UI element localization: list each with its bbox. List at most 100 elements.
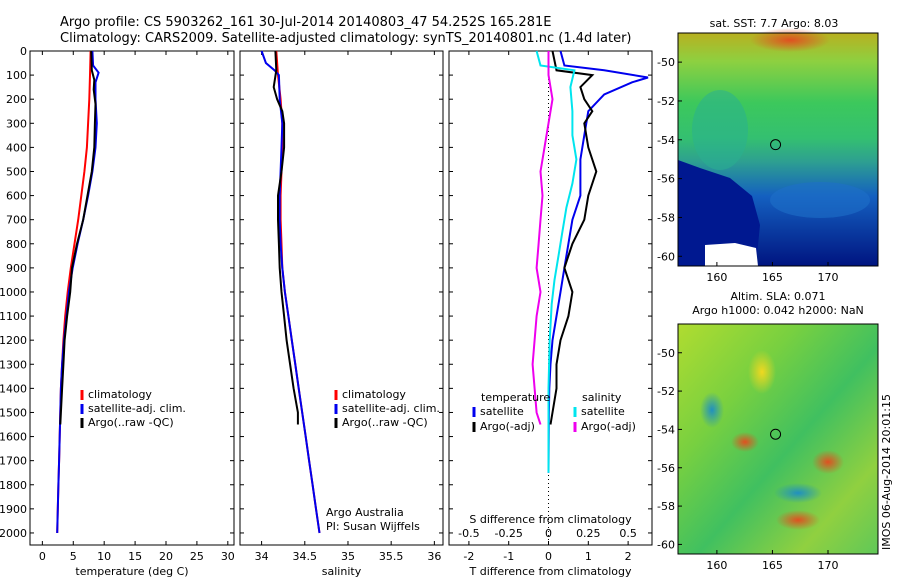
y-tick-label: 400	[6, 141, 27, 154]
y-tick-label: 0	[20, 45, 27, 58]
y-tick-label: 800	[6, 238, 27, 251]
y-tick-label: 1000	[0, 286, 27, 299]
map-x-tick-label: 170	[818, 271, 839, 284]
series-line-argo-adj-	[549, 50, 598, 425]
map-x-tick-label: 160	[706, 271, 727, 284]
legend-entry: Argo(..raw -QC)	[342, 416, 428, 429]
credit-annotation: Argo Australia	[326, 506, 404, 519]
sst-front-east	[770, 182, 870, 218]
legend-entry: climatology	[88, 388, 152, 401]
legend-entry: Argo(-adj)	[581, 420, 636, 433]
series-line-argo-raw-qc-	[272, 50, 299, 425]
figure-title-line2: Climatology: CARS2009. Satellite-adjuste…	[60, 31, 632, 46]
legend-entry: satellite	[480, 405, 524, 418]
x-tick-label: 0	[545, 550, 552, 563]
sst-argo-location-marker	[770, 139, 782, 151]
x-tick-label: 1	[585, 550, 592, 563]
s-tick-label: 0	[545, 527, 552, 540]
map-y-tick-label: -60	[657, 250, 675, 263]
sla-warm-eddy-3	[776, 510, 820, 530]
map-y-tick-label: -52	[657, 385, 675, 398]
sst-map-frame	[677, 32, 879, 267]
y-tick-label: 1600	[0, 431, 27, 444]
legend-entry: climatology	[342, 388, 406, 401]
sla-map-frame	[677, 323, 879, 555]
sst-no-data	[705, 243, 758, 266]
map-x-tick-label: 165	[762, 559, 783, 572]
y-tick-label: 1800	[0, 479, 27, 492]
x-tick-label: 25	[190, 550, 204, 563]
y-tick-label: 1700	[0, 455, 27, 468]
x-tick-label: 36	[427, 550, 441, 563]
sla-cool-eddy-1	[774, 483, 822, 503]
map-y-tick-label: -54	[657, 423, 675, 436]
map-y-tick-label: -54	[657, 134, 675, 147]
x-tick-label: 0	[39, 550, 46, 563]
series-line-argo-adj-	[531, 51, 554, 425]
y-tick-label: 1100	[0, 310, 27, 323]
series-line-satellite	[547, 50, 649, 473]
x-tick-label: 34.5	[293, 550, 318, 563]
x-tick-label: -2	[463, 550, 474, 563]
legend-title-salinity: salinity	[582, 391, 622, 404]
y-tick-label: 2000	[0, 527, 27, 540]
plot-frame	[239, 50, 444, 546]
map-y-tick-label: -56	[657, 462, 675, 475]
x-tick-label: 10	[97, 550, 111, 563]
y-tick-label: 700	[6, 214, 27, 227]
sst-warm-patch	[750, 28, 830, 52]
imos-timestamp: IMOS 06-Aug-2014 20:01:15	[880, 394, 893, 550]
sla-map-title: Altim. SLA: 0.071	[730, 290, 825, 303]
y-tick-label: 1900	[0, 503, 27, 516]
sla-warm-eddy-2	[812, 450, 844, 474]
x-tick-label: 15	[128, 550, 142, 563]
sla-map-panel: Altim. SLA: 0.071 Argo h1000: 0.042 h200…	[657, 290, 893, 572]
x-tick-label: -1	[503, 550, 514, 563]
y-tick-label: 600	[6, 190, 27, 203]
y-tick-label: 100	[6, 69, 27, 82]
y-tick-label: 500	[6, 165, 27, 178]
sst-front-west	[692, 90, 748, 170]
map-y-tick-label: -58	[657, 211, 675, 224]
legend-entry: satellite-adj. clim.	[88, 402, 186, 415]
y-tick-label: 1500	[0, 406, 27, 419]
map-y-tick-label: -58	[657, 500, 675, 513]
map-x-tick-label: 170	[818, 559, 839, 572]
sla-map-subtitle: Argo h1000: 0.042 h2000: NaN	[692, 304, 864, 317]
temperature-panel: 0100200300400500600700800900100011001200…	[0, 45, 235, 578]
sla-yellow-patch	[748, 350, 776, 394]
series-line-satellite	[535, 50, 578, 473]
plot-frame	[448, 50, 653, 546]
sla-argo-location-marker	[770, 428, 782, 440]
x-tick-label: 35.5	[379, 550, 404, 563]
salinity-panel: 34 34.5 35 35.5 36 salinity climatologysatelli…	[239, 50, 444, 578]
x-tick-label: 35	[341, 550, 355, 563]
credit-annotation: PI: Susan Wijffels	[326, 520, 420, 533]
s-tick-label: -0.25	[494, 527, 522, 540]
sst-map-title: sat. SST: 7.7 Argo: 8.03	[710, 17, 839, 30]
x-tick-label: 20	[159, 550, 173, 563]
map-y-tick-label: -60	[657, 538, 675, 551]
sst-cold-water	[678, 160, 760, 266]
x-axis-label: T difference from climatology	[469, 565, 632, 578]
x-axis-label: temperature (deg C)	[75, 565, 188, 578]
s-tick-label: 0.25	[576, 527, 601, 540]
x-tick-label: 30	[221, 550, 235, 563]
y-tick-label: 300	[6, 117, 27, 130]
plot-frame	[29, 50, 235, 546]
map-x-tick-label: 160	[706, 559, 727, 572]
sla-warm-eddy-1	[731, 432, 759, 452]
series-line-satellite-adj-clim-	[260, 50, 321, 534]
sst-map-panel: sat. SST: 7.7 Argo: 8.03 160 165 170 -50 -52…	[657, 17, 879, 284]
legend-entry: Argo(-adj)	[480, 420, 535, 433]
legend-entry: satellite-adj. clim.	[342, 402, 440, 415]
map-x-tick-label: 165	[762, 271, 783, 284]
x-axis-label: salinity	[322, 565, 362, 578]
x-tick-label: 34	[255, 550, 269, 563]
y-tick-label: 900	[6, 262, 27, 275]
y-tick-label: 1300	[0, 358, 27, 371]
difference-panel: -2 -1 0 1 2 T difference from climatology -0.5…	[448, 50, 653, 578]
s-tick-label: -0.5	[458, 527, 479, 540]
map-y-tick-label: -52	[657, 95, 675, 108]
